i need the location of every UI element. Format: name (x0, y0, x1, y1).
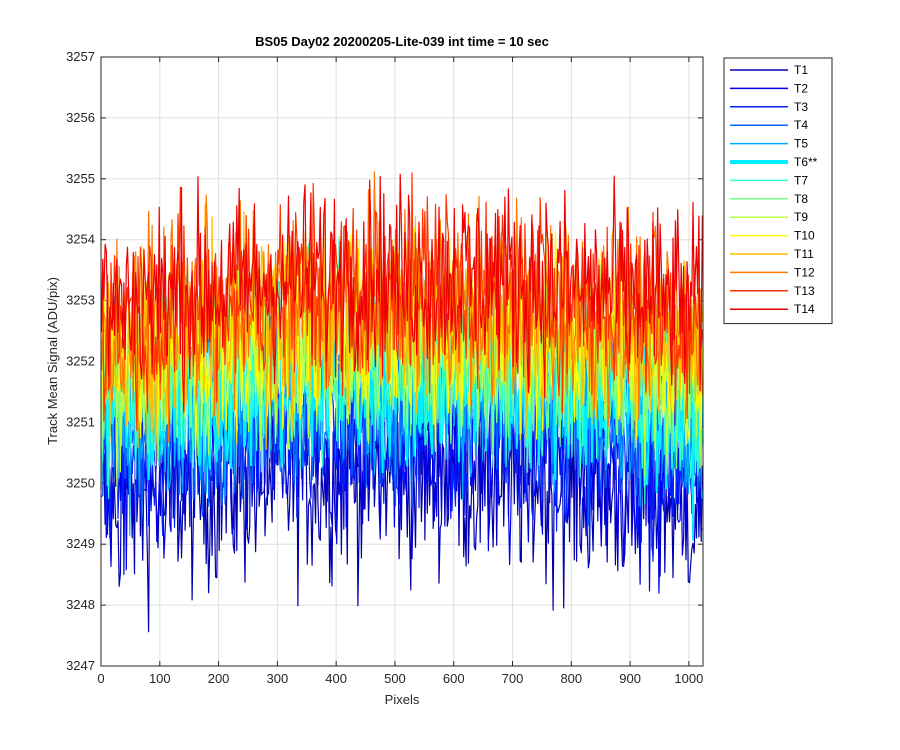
x-axis-label: Pixels (385, 692, 420, 707)
y-tick-label: 3252 (66, 354, 95, 369)
legend-label: T4 (794, 118, 808, 132)
x-tick-label: 600 (443, 671, 465, 686)
x-tick-label: 100 (149, 671, 171, 686)
legend: T1 T2 T3 T4 T5 T6** T7 T8 T9 T10 T11 T12 T13 T14 (723, 57, 833, 325)
legend-label: T6** (794, 155, 818, 169)
x-tick-label: 300 (267, 671, 289, 686)
y-tick-label: 3249 (66, 536, 95, 551)
legend-label: T7 (794, 173, 808, 187)
x-tick-label: 0 (97, 671, 104, 686)
series-line-t13 (101, 172, 703, 432)
x-tick-label: 500 (384, 671, 406, 686)
x-tick-label: 700 (502, 671, 524, 686)
y-tick-label: 3248 (66, 597, 95, 612)
chart-title: BS05 Day02 20200205-Lite-039 int time = … (255, 34, 549, 49)
x-tick-label: 800 (560, 671, 582, 686)
legend-label: T11 (794, 247, 814, 261)
y-tick-label: 3255 (66, 171, 95, 186)
x-tick-label: 200 (208, 671, 230, 686)
legend-label: T8 (794, 192, 808, 206)
y-tick-label: 3257 (66, 49, 95, 64)
legend-label: T14 (794, 302, 815, 316)
legend-label: T5 (794, 137, 808, 151)
y-tick-label: 3250 (66, 475, 95, 490)
y-tick-label: 3256 (66, 110, 95, 125)
x-tick-label: 400 (325, 671, 347, 686)
legend-label: T10 (794, 229, 815, 243)
axes-box (100, 56, 704, 667)
y-tick-label: 3247 (66, 658, 95, 673)
legend-label: T3 (794, 100, 808, 114)
legend-box (723, 57, 833, 325)
legend-label: T9 (794, 210, 808, 224)
x-tick-label: 900 (619, 671, 641, 686)
legend-label: T2 (794, 81, 808, 95)
legend-label: T12 (794, 265, 815, 279)
series-line-t14 (101, 173, 703, 413)
y-tick-label: 3253 (66, 293, 95, 308)
series-group (101, 171, 703, 633)
legend-label: T1 (794, 63, 808, 77)
y-axis-label: Track Mean Signal (ADU/pix) (45, 277, 60, 445)
y-tick-label: 3251 (66, 414, 95, 429)
plot-area: 0 100 200 300 400 500 600 700 800 900 1000 3247 3248… (66, 49, 704, 686)
y-tick-label: 3254 (66, 232, 95, 247)
x-tick-label: 1000 (674, 671, 703, 686)
legend-label: T13 (794, 284, 815, 298)
